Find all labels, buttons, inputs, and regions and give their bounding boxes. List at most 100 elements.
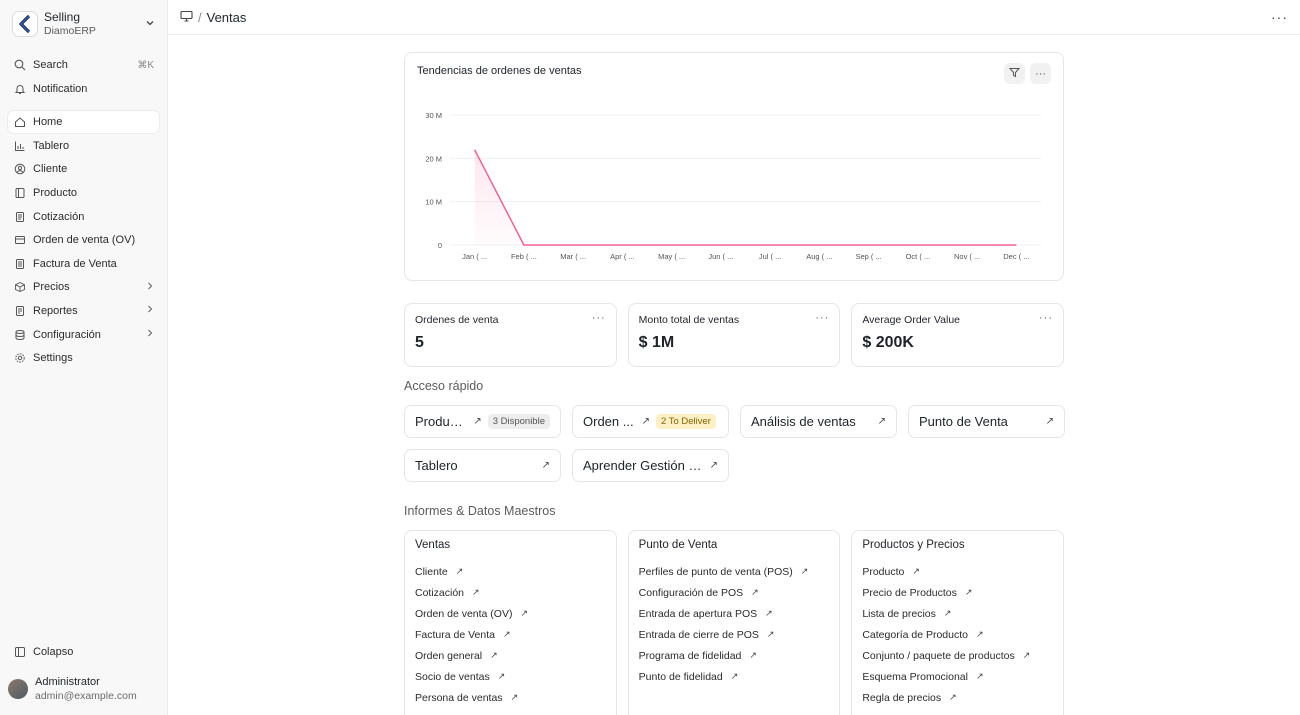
data-point[interactable] — [916, 243, 920, 247]
sidebar-item-precios[interactable]: Precios — [8, 276, 159, 298]
report-link[interactable]: Cliente ↗ — [415, 561, 606, 582]
more-icon[interactable]: ··· — [815, 312, 830, 324]
report-link[interactable]: Regla de precios ↗ — [862, 687, 1053, 708]
data-point[interactable] — [522, 243, 526, 247]
report-link[interactable]: Esquema Promocional ↗ — [862, 666, 1053, 687]
number-card[interactable]: Ordenes de venta ··· 5 — [404, 303, 617, 367]
report-link[interactable]: Perfiles de punto de venta (POS) ↗ — [639, 561, 830, 582]
more-options-icon[interactable]: ··· — [1271, 9, 1288, 25]
shortcut-orden[interactable]: Orden ... ↗ 2 To Deliver — [572, 405, 729, 438]
home-icon — [13, 116, 26, 129]
report-link-label: Entrada de cierre de POS — [638, 628, 759, 641]
sidebar-item-cliente[interactable]: Cliente — [8, 158, 159, 180]
book-icon — [13, 186, 26, 199]
chart-more-button[interactable]: ··· — [1030, 63, 1051, 84]
gear-icon — [13, 352, 26, 365]
report-link[interactable]: Cotización ↗ — [415, 582, 606, 603]
data-point[interactable] — [768, 243, 772, 247]
sidebar-item-tablero[interactable]: Tablero — [8, 135, 159, 157]
sidebar-item-home[interactable]: Home — [8, 111, 159, 134]
sidebar-item-cotizacion[interactable]: Cotización — [8, 206, 159, 228]
number-card-label: Ordenes de venta — [415, 314, 499, 326]
data-point[interactable] — [620, 243, 624, 247]
report-link[interactable]: Entrada de cierre de POS ↗ — [639, 624, 830, 645]
report-link-label: Punto de fidelidad — [638, 670, 723, 683]
report-link[interactable]: Orden general ↗ — [415, 645, 606, 666]
report-link[interactable]: Factura de Venta ↗ — [415, 624, 606, 645]
sidebar-item-configuracion[interactable]: Configuración — [8, 324, 159, 346]
more-icon[interactable]: ··· — [1039, 312, 1054, 324]
shortcut-label: Producto — [415, 414, 466, 429]
report-link[interactable]: Precio de Productos ↗ — [862, 582, 1053, 603]
report-link-label: Socio de ventas — [415, 670, 490, 683]
arrow-up-right-icon: ↗ — [510, 692, 519, 702]
report-link[interactable]: Lista de precios ↗ — [862, 603, 1053, 624]
data-point[interactable] — [719, 243, 723, 247]
chevron-right-icon — [146, 328, 154, 341]
shortcut-analisis-ventas[interactable]: Análisis de ventas ↗ — [740, 405, 897, 438]
app-switcher[interactable]: Selling DiamoERP — [8, 8, 159, 40]
collapse-button[interactable]: Colapso — [8, 641, 159, 663]
report-link[interactable]: Persona de ventas ↗ — [415, 687, 606, 708]
sidebar-item-label: Home — [33, 116, 63, 129]
sidebar-collapse-icon — [13, 646, 26, 659]
number-card[interactable]: Average Order Value ··· $ 200K — [851, 303, 1065, 367]
shortcut-tablero[interactable]: Tablero ↗ — [404, 449, 561, 482]
data-point[interactable] — [670, 243, 674, 247]
x-tick-label: Feb ( ... — [511, 252, 537, 261]
bell-icon — [13, 82, 26, 95]
shortcut-punto-venta[interactable]: Punto de Venta ↗ — [908, 405, 1065, 438]
data-point[interactable] — [473, 148, 477, 152]
report-link-label: Orden de venta (OV) — [415, 607, 513, 620]
box-icon — [13, 281, 26, 294]
status-badge: 2 To Deliver — [655, 414, 716, 429]
data-point[interactable] — [867, 243, 871, 247]
report-link-label: Entrada de apertura POS — [638, 607, 758, 620]
data-point[interactable] — [1014, 243, 1018, 247]
sidebar-item-producto[interactable]: Producto — [8, 182, 159, 204]
report-link[interactable]: Punto de fidelidad ↗ — [639, 666, 830, 687]
report-link[interactable]: Programa de fidelidad ↗ — [639, 645, 830, 666]
arrow-up-right-icon: ↗ — [976, 629, 984, 639]
shortcut-label: Tablero — [415, 458, 458, 473]
data-point[interactable] — [965, 243, 969, 247]
search-button[interactable]: Search ⌘K — [8, 54, 159, 76]
report-link[interactable]: Producto ↗ — [862, 561, 1053, 582]
report-link[interactable]: Configuración de POS ↗ — [639, 582, 830, 603]
report-link[interactable]: Orden de venta (OV) ↗ — [415, 603, 606, 624]
report-link[interactable]: Conjunto / paquete de productos ↗ — [862, 645, 1053, 666]
arrow-up-right-icon: ↗ — [949, 692, 957, 702]
report-card-title: Punto de Venta — [638, 539, 718, 551]
report-link[interactable]: Categoría de Producto ↗ — [862, 624, 1053, 645]
sidebar-item-reportes[interactable]: Reportes — [8, 300, 159, 322]
sidebar-item-settings[interactable]: Settings — [8, 347, 159, 369]
main-area: / Ventas ··· 0 10 M 20 M 30 M Jan ( ... Feb (… — [168, 0, 1300, 715]
user-menu[interactable]: Administrator admin@example.com — [8, 675, 159, 703]
database-icon — [13, 328, 26, 341]
sidebar-item-orden-venta[interactable]: Orden de venta (OV) — [8, 229, 159, 251]
notification-button[interactable]: Notification — [8, 78, 159, 100]
notification-label: Notification — [33, 82, 88, 95]
sidebar-item-factura[interactable]: Factura de Venta — [8, 253, 159, 275]
avatar — [8, 679, 28, 699]
number-card[interactable]: Monto total de ventas ··· $ 1M — [627, 303, 841, 367]
page-title[interactable]: Ventas — [206, 9, 247, 25]
filter-button[interactable] — [1004, 63, 1025, 84]
y-tick-label: 10 M — [425, 198, 442, 207]
shortcut-aprender[interactable]: Aprender Gestión d... ↗ — [572, 449, 729, 482]
arrow-up-right-icon: ↗ — [502, 629, 511, 639]
report-link[interactable]: Socio de ventas ↗ — [415, 666, 606, 687]
more-icon[interactable]: ··· — [591, 312, 606, 324]
data-point[interactable] — [571, 243, 575, 247]
number-card-label: Average Order Value — [862, 314, 961, 326]
report-link-label: Conjunto / paquete de productos — [862, 649, 1015, 662]
chevron-down-icon — [145, 18, 155, 31]
x-tick-label: Jun ( ... — [708, 252, 733, 261]
monitor-icon[interactable] — [180, 10, 193, 25]
report-link[interactable]: Entrada de apertura POS ↗ — [639, 603, 830, 624]
search-label: Search — [33, 59, 68, 71]
sidebar-item-label: Factura de Venta — [33, 257, 117, 270]
data-point[interactable] — [817, 243, 821, 247]
shortcut-producto[interactable]: Producto ↗ 3 Disponible — [404, 405, 561, 438]
sidebar-item-label: Cliente — [33, 163, 68, 176]
